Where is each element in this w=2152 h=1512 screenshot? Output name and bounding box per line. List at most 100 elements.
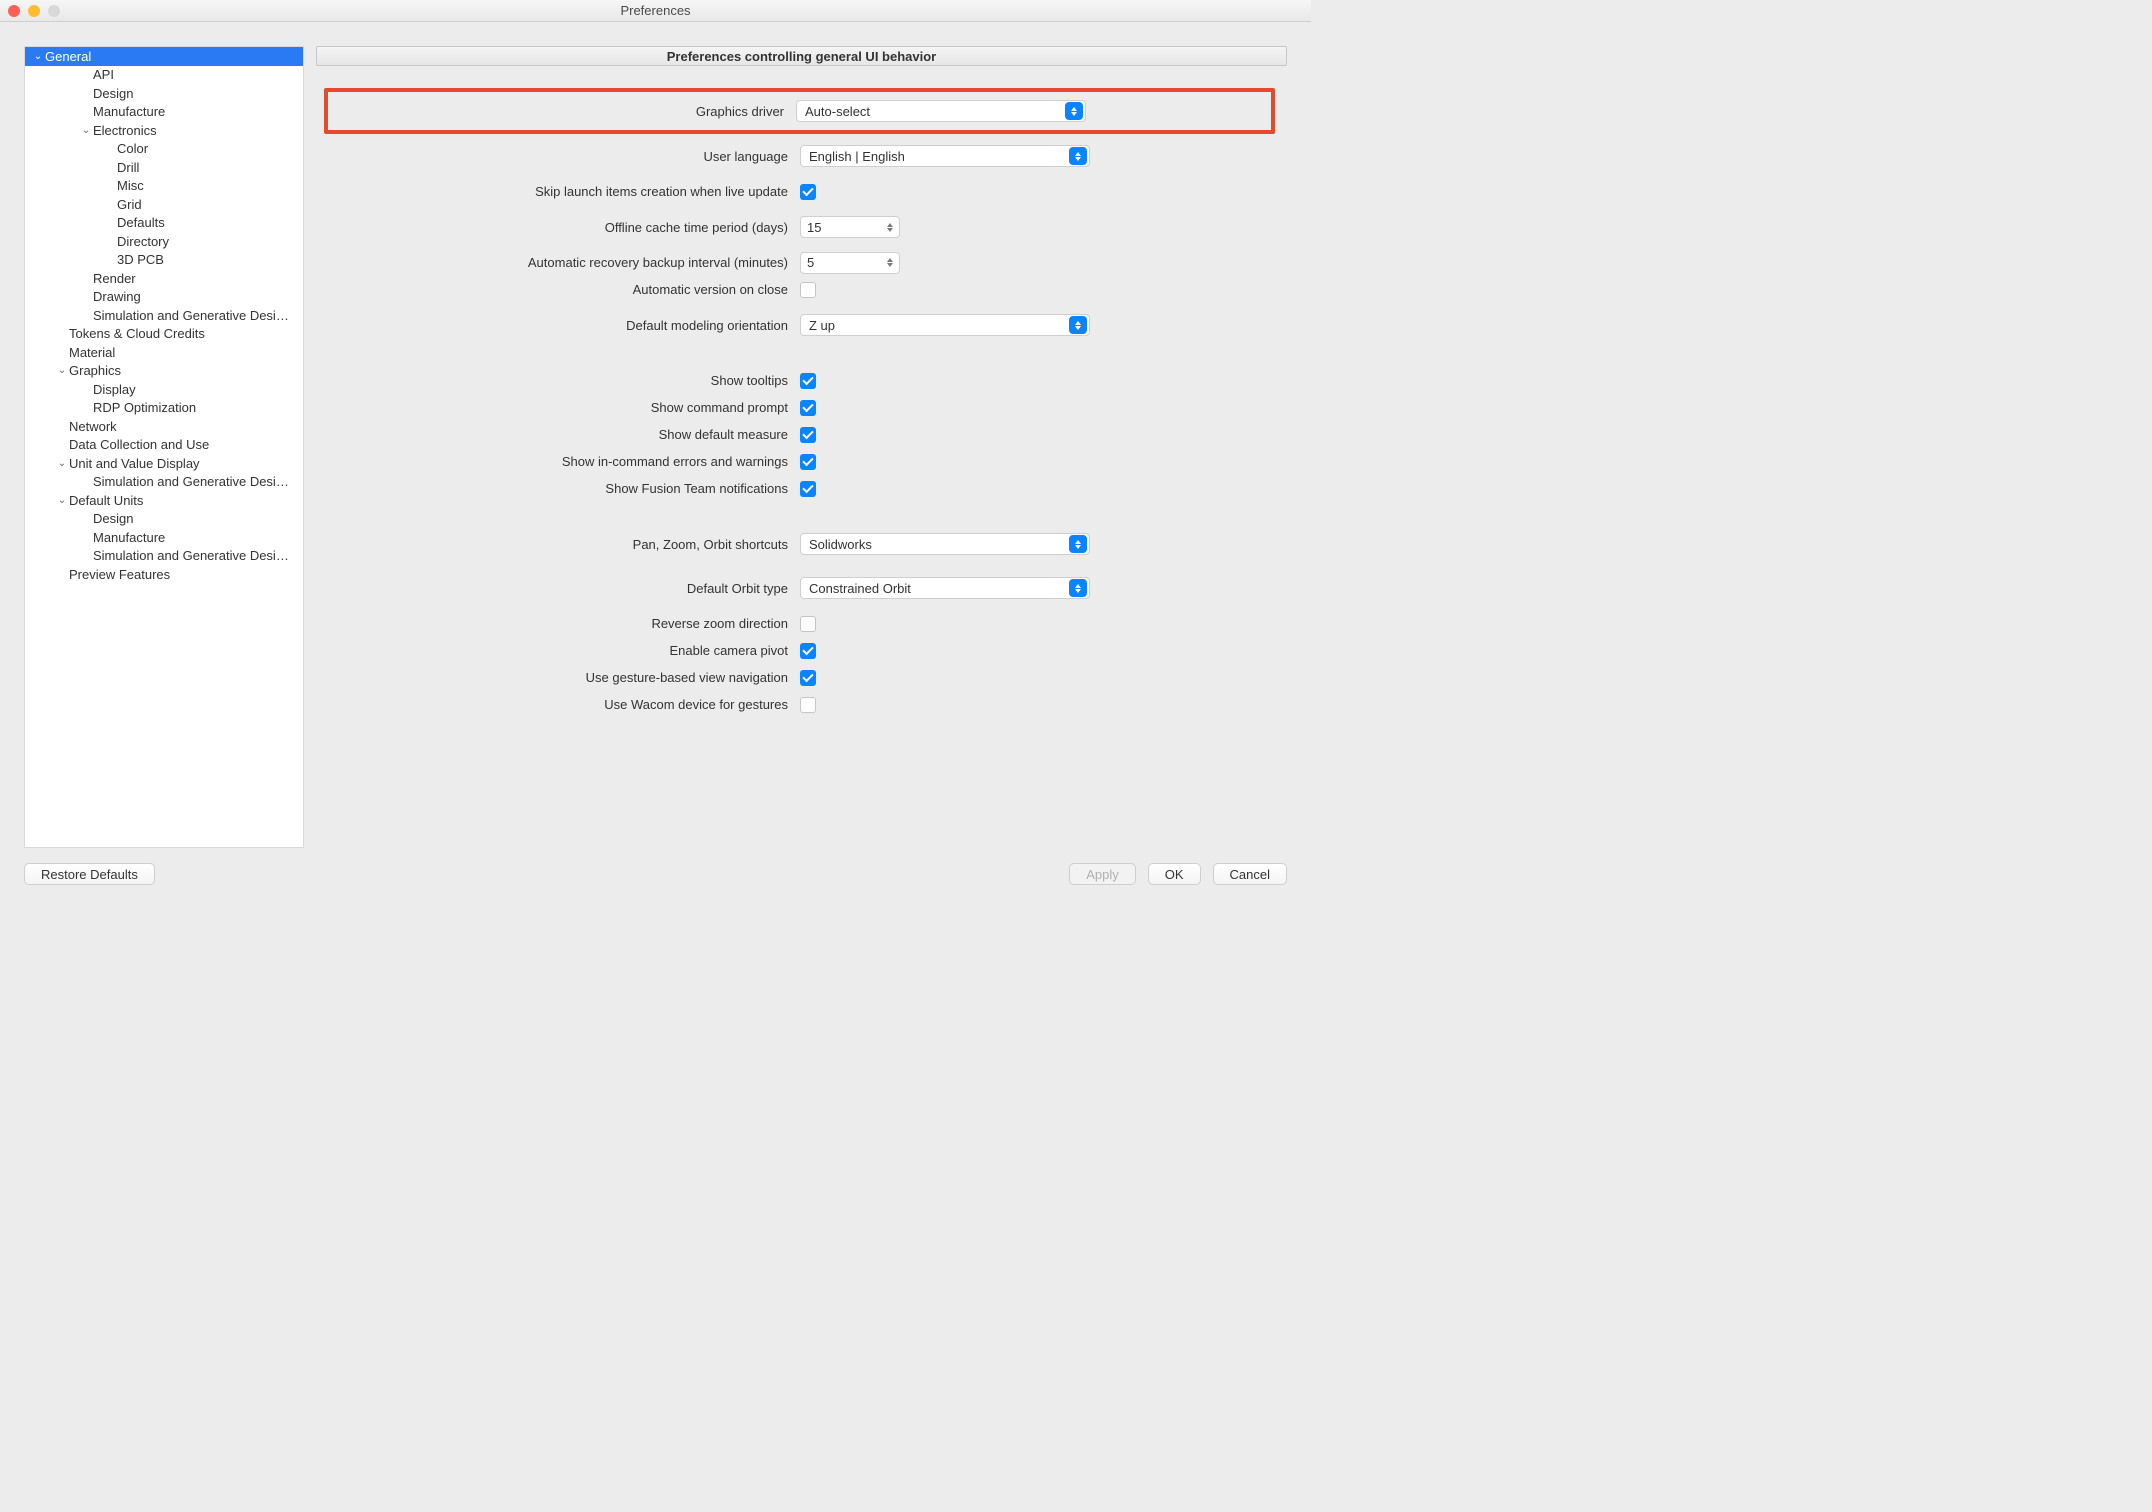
tree-item[interactable]: Simulation and Generative Desi…: [25, 306, 303, 325]
auto-version-checkbox[interactable]: [800, 282, 816, 298]
restore-defaults-button[interactable]: Restore Defaults: [24, 863, 155, 885]
preferences-tree: ⌄GeneralAPIDesignManufacture⌄Electronics…: [24, 46, 304, 848]
tree-item[interactable]: Design: [25, 84, 303, 103]
ok-button[interactable]: OK: [1148, 863, 1201, 885]
close-icon[interactable]: [8, 5, 20, 17]
tree-item-label: Simulation and Generative Desi…: [93, 308, 289, 323]
show-team-notif-checkbox[interactable]: [800, 481, 816, 497]
tree-item-label: Simulation and Generative Desi…: [93, 474, 289, 489]
tree-item[interactable]: ⌄General: [25, 47, 303, 66]
wacom-gestures-checkbox[interactable]: [800, 697, 816, 713]
pan-zoom-orbit-select[interactable]: Solidworks: [800, 533, 1090, 555]
chevron-down-icon[interactable]: ⌄: [55, 458, 69, 469]
tree-item-label: Tokens & Cloud Credits: [69, 326, 205, 341]
graphics-driver-highlight: Graphics driver Auto-select: [324, 88, 1275, 134]
tree-item[interactable]: Directory: [25, 232, 303, 251]
tree-item-label: Manufacture: [93, 104, 165, 119]
tree-item[interactable]: Grid: [25, 195, 303, 214]
tree-item-label: Grid: [117, 197, 142, 212]
tree-item-label: Directory: [117, 234, 169, 249]
cancel-button[interactable]: Cancel: [1213, 863, 1287, 885]
tree-item-label: Preview Features: [69, 567, 170, 582]
tree-item[interactable]: Color: [25, 140, 303, 159]
graphics-driver-select[interactable]: Auto-select: [796, 100, 1086, 122]
show-default-measure-checkbox[interactable]: [800, 427, 816, 443]
tree-item[interactable]: Defaults: [25, 214, 303, 233]
default-orientation-select[interactable]: Z up: [800, 314, 1090, 336]
dropdown-icon: [1069, 316, 1087, 334]
main-panel: Preferences controlling general UI behav…: [316, 46, 1287, 848]
offline-cache-value: 15: [807, 220, 821, 235]
reverse-zoom-checkbox[interactable]: [800, 616, 816, 632]
tree-item[interactable]: 3D PCB: [25, 251, 303, 270]
tree-item[interactable]: Material: [25, 343, 303, 362]
tree-item[interactable]: Render: [25, 269, 303, 288]
tree-item[interactable]: Network: [25, 417, 303, 436]
wacom-gestures-label: Use Wacom device for gestures: [328, 697, 800, 712]
chevron-down-icon[interactable]: ⌄: [55, 365, 69, 376]
titlebar: Preferences: [0, 0, 1311, 22]
tree-item-label: Unit and Value Display: [69, 456, 200, 471]
tree-item[interactable]: RDP Optimization: [25, 399, 303, 418]
default-orbit-value: Constrained Orbit: [809, 581, 911, 596]
tree-item[interactable]: Data Collection and Use: [25, 436, 303, 455]
tree-item[interactable]: Misc: [25, 177, 303, 196]
enable-cam-pivot-checkbox[interactable]: [800, 643, 816, 659]
chevron-down-icon[interactable]: ⌄: [79, 125, 93, 136]
default-orbit-select[interactable]: Constrained Orbit: [800, 577, 1090, 599]
gesture-nav-label: Use gesture-based view navigation: [328, 670, 800, 685]
tree-item-label: Drill: [117, 160, 139, 175]
tree-item[interactable]: ⌄Default Units: [25, 491, 303, 510]
tree-item[interactable]: Drawing: [25, 288, 303, 307]
default-orientation-label: Default modeling orientation: [328, 318, 800, 333]
show-cmd-prompt-label: Show command prompt: [328, 400, 800, 415]
show-incmd-errors-label: Show in-command errors and warnings: [328, 454, 800, 469]
auto-version-label: Automatic version on close: [328, 282, 800, 297]
traffic-lights: [8, 5, 60, 17]
tree-item-label: Data Collection and Use: [69, 437, 209, 452]
pan-zoom-orbit-value: Solidworks: [809, 537, 872, 552]
gesture-nav-checkbox[interactable]: [800, 670, 816, 686]
user-language-select[interactable]: English | English: [800, 145, 1090, 167]
tree-item-label: Manufacture: [93, 530, 165, 545]
tree-item[interactable]: Preview Features: [25, 565, 303, 584]
tree-item-label: Display: [93, 382, 136, 397]
recovery-interval-stepper[interactable]: 5: [800, 252, 900, 274]
tree-item[interactable]: ⌄Graphics: [25, 362, 303, 381]
dropdown-icon: [1065, 102, 1083, 120]
tree-item[interactable]: ⌄Unit and Value Display: [25, 454, 303, 473]
tree-item[interactable]: Simulation and Generative Desi…: [25, 473, 303, 492]
chevron-down-icon[interactable]: ⌄: [31, 51, 45, 62]
tree-item-label: Color: [117, 141, 148, 156]
tree-item-label: Defaults: [117, 215, 165, 230]
tree-item[interactable]: Design: [25, 510, 303, 529]
graphics-driver-label: Graphics driver: [336, 104, 796, 119]
tree-item-label: Simulation and Generative Desi…: [93, 548, 289, 563]
chevron-down-icon[interactable]: ⌄: [55, 495, 69, 506]
show-incmd-errors-checkbox[interactable]: [800, 454, 816, 470]
skip-launch-checkbox[interactable]: [800, 184, 816, 200]
offline-cache-stepper[interactable]: 15: [800, 216, 900, 238]
enable-cam-pivot-label: Enable camera pivot: [328, 643, 800, 658]
tree-item-label: Electronics: [93, 123, 157, 138]
tree-item[interactable]: API: [25, 66, 303, 85]
user-language-label: User language: [328, 149, 800, 164]
tree-item[interactable]: Simulation and Generative Desi…: [25, 547, 303, 566]
tree-item-label: Network: [69, 419, 117, 434]
show-cmd-prompt-checkbox[interactable]: [800, 400, 816, 416]
panel-header: Preferences controlling general UI behav…: [316, 46, 1287, 66]
tree-item[interactable]: Drill: [25, 158, 303, 177]
tree-item[interactable]: Manufacture: [25, 103, 303, 122]
tree-item[interactable]: Tokens & Cloud Credits: [25, 325, 303, 344]
tree-item[interactable]: Display: [25, 380, 303, 399]
show-tooltips-checkbox[interactable]: [800, 373, 816, 389]
show-team-notif-label: Show Fusion Team notifications: [328, 481, 800, 496]
default-orbit-label: Default Orbit type: [328, 581, 800, 596]
tree-item[interactable]: Manufacture: [25, 528, 303, 547]
dropdown-icon: [1069, 535, 1087, 553]
apply-button[interactable]: Apply: [1069, 863, 1136, 885]
graphics-driver-value: Auto-select: [805, 104, 870, 119]
tree-item[interactable]: ⌄Electronics: [25, 121, 303, 140]
minimize-icon[interactable]: [28, 5, 40, 17]
tree-item-label: 3D PCB: [117, 252, 164, 267]
